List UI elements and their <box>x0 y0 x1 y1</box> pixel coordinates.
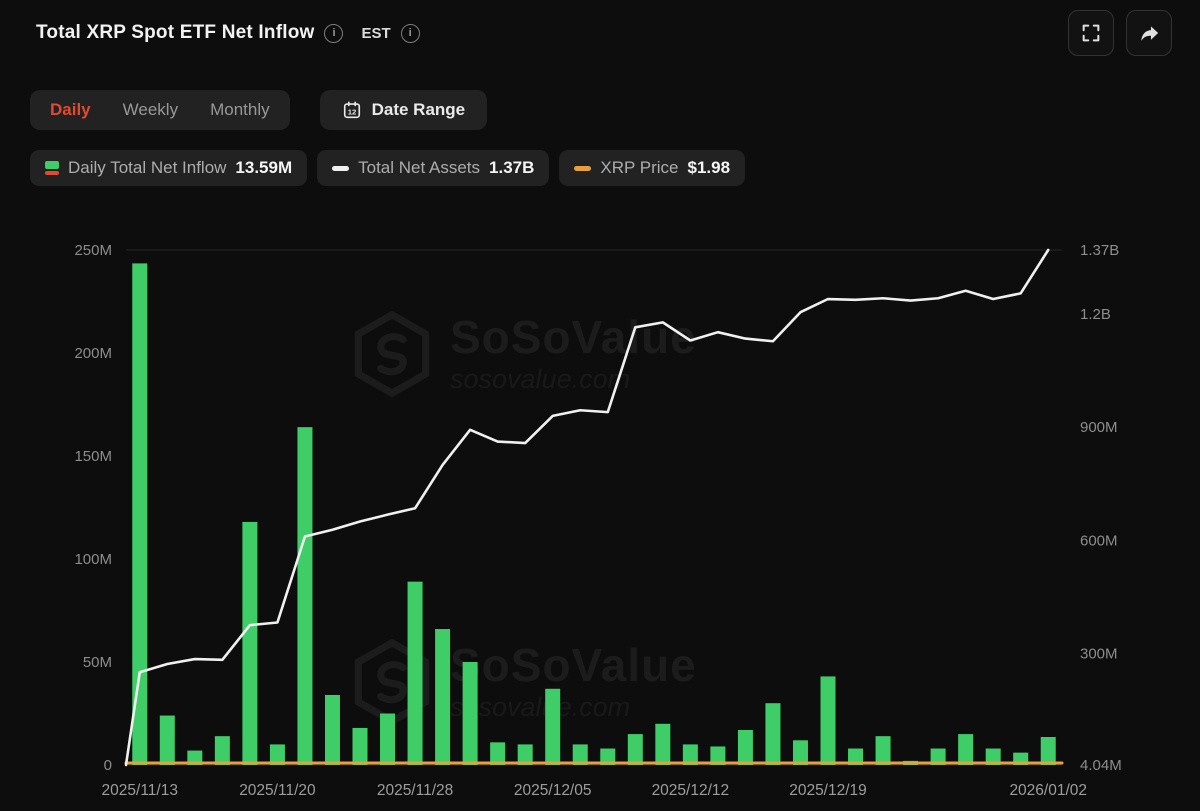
inflow-bar[interactable] <box>930 748 946 765</box>
inflow-bar[interactable] <box>435 629 451 765</box>
calendar-icon: 12 <box>343 101 360 119</box>
inflow-bar[interactable] <box>545 688 561 765</box>
tab-daily[interactable]: Daily <box>50 100 91 119</box>
inflow-bar[interactable] <box>682 744 698 765</box>
left-axis-tick: 150M <box>74 448 112 465</box>
right-axis-tick: 300M <box>1080 645 1118 662</box>
bar-series-icon <box>45 161 59 175</box>
legend-label: XRP Price <box>600 158 679 177</box>
legend-row: Daily Total Net Inflow 13.59M Total Net … <box>30 150 746 186</box>
inflow-bar[interactable] <box>1040 737 1056 765</box>
inflow-bar[interactable] <box>627 734 643 765</box>
inflow-bar[interactable] <box>572 744 588 765</box>
date-range-button[interactable]: 12 Date Range <box>319 90 488 130</box>
inflow-bar[interactable] <box>765 703 781 765</box>
interval-tabs: Daily Weekly Monthly <box>30 90 290 130</box>
header: Total XRP Spot ETF Net Inflow i EST i <box>36 10 1172 56</box>
inflow-bar[interactable] <box>380 713 396 766</box>
x-axis-tick: 2026/01/02 <box>1009 782 1087 799</box>
right-axis-tick: 1.37B <box>1080 242 1119 259</box>
legend-value: $1.98 <box>687 158 731 177</box>
x-axis-tick: 2025/12/05 <box>514 782 592 799</box>
inflow-bar[interactable] <box>407 581 423 765</box>
inflow-bar[interactable] <box>187 750 203 765</box>
page-title: Total XRP Spot ETF Net Inflow <box>36 22 315 43</box>
x-axis-tick: 2025/11/28 <box>377 782 453 799</box>
controls-row: Daily Weekly Monthly 12 Date Range <box>30 90 488 130</box>
inflow-bar[interactable] <box>214 736 230 765</box>
title-info-icon[interactable]: i <box>324 23 344 43</box>
right-axis-tick: 1.2B <box>1080 306 1111 323</box>
inflow-bar[interactable] <box>517 744 533 765</box>
inflow-bar[interactable] <box>848 748 864 765</box>
left-axis-tick: 50M <box>83 654 112 671</box>
white-dash-icon <box>332 165 350 171</box>
inflow-bar[interactable] <box>297 427 313 765</box>
inflow-bar[interactable] <box>159 715 175 765</box>
x-axis-tick: 2025/12/19 <box>789 782 867 799</box>
x-axis-tick: 2025/11/13 <box>102 782 178 799</box>
legend-daily-total-net-inflow[interactable]: Daily Total Net Inflow 13.59M <box>30 150 308 186</box>
net-assets-line[interactable] <box>124 248 1050 767</box>
inflow-bar[interactable] <box>710 746 726 765</box>
inflow-bar[interactable] <box>242 521 258 765</box>
inflow-bar[interactable] <box>132 263 148 765</box>
legend-value: 13.59M <box>235 158 293 177</box>
inflow-bar[interactable] <box>737 729 753 765</box>
right-axis-tick: 900M <box>1080 419 1118 436</box>
orange-dash-icon <box>574 165 592 171</box>
inflow-bar[interactable] <box>792 740 808 765</box>
fullscreen-icon <box>1082 24 1100 42</box>
left-axis-tick: 0 <box>104 757 112 774</box>
fullscreen-button[interactable] <box>1068 10 1114 56</box>
inflow-bar[interactable] <box>490 742 506 765</box>
legend-label: Daily Total Net Inflow <box>68 158 227 177</box>
left-axis-tick: 250M <box>74 242 112 259</box>
tab-monthly[interactable]: Monthly <box>210 100 270 119</box>
timezone-label: EST <box>361 24 391 42</box>
legend-label: Total Net Assets <box>358 158 481 177</box>
share-icon <box>1140 25 1158 41</box>
chart-area: SoSoValue sosovalue.com SoSoValue sosova… <box>0 230 1200 811</box>
legend-total-net-assets[interactable]: Total Net Assets 1.37B <box>317 150 550 186</box>
timezone-info-icon[interactable]: i <box>400 23 420 43</box>
inflow-bar[interactable] <box>324 694 340 765</box>
left-axis-tick: 200M <box>74 345 112 362</box>
left-axis-tick: 100M <box>74 551 112 568</box>
inflow-bar[interactable] <box>875 736 891 765</box>
svg-text:12: 12 <box>347 108 356 117</box>
right-axis-tick: 4.04M <box>1080 757 1122 774</box>
tab-weekly[interactable]: Weekly <box>122 100 179 119</box>
inflow-bar[interactable] <box>958 734 974 765</box>
chart-canvas[interactable]: 0 50M 100M 150M 200M 250M 4.04M 300M 600M 900M 1.2… <box>0 230 1200 811</box>
inflow-bar[interactable] <box>269 744 285 765</box>
date-range-label: Date Range <box>371 100 466 119</box>
inflow-bar[interactable] <box>985 748 1001 765</box>
inflow-bar[interactable] <box>462 662 478 765</box>
inflow-bar[interactable] <box>655 723 671 765</box>
legend-value: 1.37B <box>489 158 535 177</box>
legend-xrp-price[interactable]: XRP Price $1.98 <box>559 150 746 186</box>
share-button[interactable] <box>1126 10 1172 56</box>
inflow-bar[interactable] <box>600 748 616 765</box>
right-axis-tick: 600M <box>1080 532 1118 549</box>
inflow-bar[interactable] <box>352 727 368 765</box>
x-axis-tick: 2025/11/20 <box>239 782 316 799</box>
inflow-bar[interactable] <box>820 676 836 765</box>
x-axis-tick: 2025/12/12 <box>652 782 730 799</box>
